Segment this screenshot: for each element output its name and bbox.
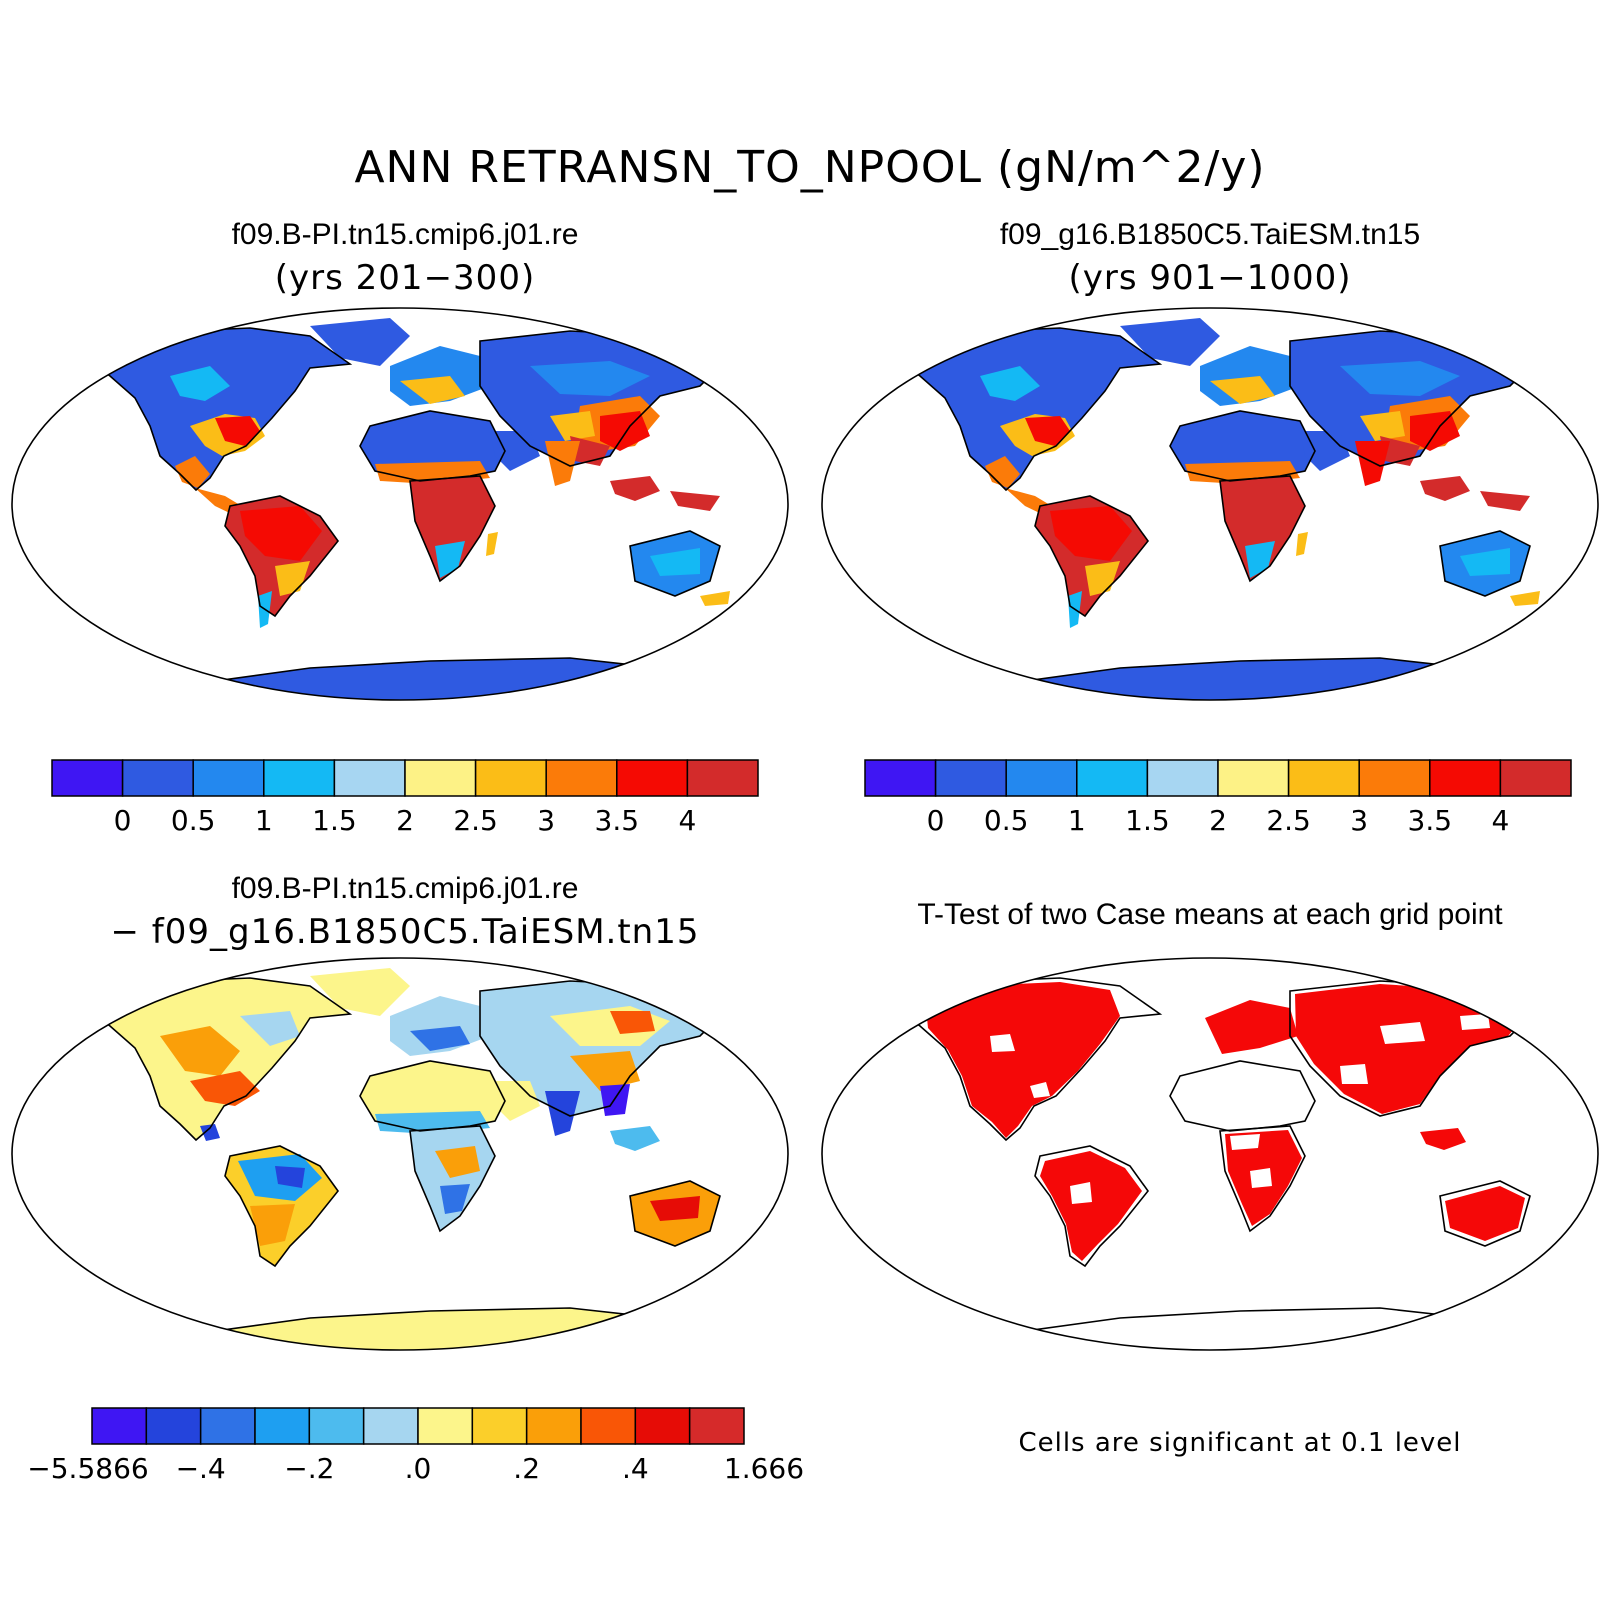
colorbar-difference-tick-label: .0: [405, 1452, 432, 1485]
colorbar-case1-swatch: [474, 759, 547, 797]
map-difference-land: [88, 968, 732, 1350]
panel1-title: f09.B-PI.tn15.cmip6.j01.re: [231, 218, 579, 251]
colorbar-case1-swatch: [545, 759, 618, 797]
colorbar-case1-tick-label: 2: [396, 804, 414, 837]
colorbar-difference-swatch: [688, 1407, 745, 1445]
map-ttest: [821, 957, 1599, 1351]
panel2-subtitle: (yrs 901−1000): [1068, 258, 1352, 298]
colorbar-difference-swatch: [362, 1407, 419, 1445]
map-case1-border: [11, 307, 789, 701]
colorbar-case1-swatch: [192, 759, 265, 797]
colorbar-case2-swatch: [1146, 759, 1219, 797]
colorbar-case2-tick-label: 3.5: [1408, 804, 1453, 837]
colorbar-case2-tick-label: 3: [1350, 804, 1368, 837]
colorbar-case1-tick-label: 0.5: [171, 804, 216, 837]
map-case2: [821, 307, 1599, 701]
colorbar-case2-swatch: [1287, 759, 1360, 797]
colorbar-case1-tick-label: 0: [114, 804, 132, 837]
colorbar-difference-swatch: [91, 1407, 148, 1445]
colorbar-case2-tick-label: 0.5: [984, 804, 1029, 837]
colorbar-case1-tick-label: 3: [537, 804, 555, 837]
colorbar-case1-tick-label: 3.5: [595, 804, 640, 837]
colorbar-difference-tick-label: .4: [622, 1452, 649, 1485]
map-case2-border: [821, 307, 1599, 701]
colorbar-difference-swatch: [634, 1407, 691, 1445]
panel3-subtitle: − f09_g16.B1850C5.TaiESM.tn15: [110, 912, 700, 952]
colorbar-case2-swatch: [1499, 759, 1572, 797]
colorbar-case2-tick-label: 1: [1068, 804, 1086, 837]
map-difference-border: [11, 957, 789, 1351]
map-case1: [11, 307, 789, 701]
map-case1-land: [88, 318, 732, 700]
map-ttest-land: [898, 977, 1542, 1341]
colorbar-difference-swatch: [145, 1407, 202, 1445]
colorbar-case1: 0 0.5 1 1.5 2 2.5 3 3.5 4: [51, 759, 759, 837]
colorbar-case2-swatch: [1217, 759, 1290, 797]
colorbar-case2-swatch: [1429, 759, 1502, 797]
colorbar-case1-tick-label: 1: [255, 804, 273, 837]
colorbar-difference-tick-label: .2: [513, 1452, 540, 1485]
colorbar-difference-tick-label: −.4: [176, 1452, 226, 1485]
colorbar-case2-tick-label: 2.5: [1266, 804, 1311, 837]
colorbar-difference-swatch: [525, 1407, 582, 1445]
colorbar-case2-tick-label: 2: [1209, 804, 1227, 837]
map-case2-land: [898, 318, 1542, 700]
map-ttest-border: [821, 957, 1599, 1351]
colorbar-case2-swatch: [1076, 759, 1149, 797]
colorbar-case1-swatch: [686, 759, 759, 797]
colorbar-case1-tick-label: 1.5: [312, 804, 357, 837]
colorbar-difference-swatch: [471, 1407, 528, 1445]
colorbar-difference-tick-label: −.2: [284, 1452, 334, 1485]
colorbar-difference: −5.5866 −.4 −.2 .0 .2 .4 1.666: [27, 1407, 804, 1485]
panel2-title: f09_g16.B1850C5.TaiESM.tn15: [999, 218, 1421, 251]
colorbar-case2-tick-label: 1.5: [1125, 804, 1170, 837]
colorbar-case2: 0 0.5 1 1.5 2 2.5 3 3.5 4: [864, 759, 1572, 837]
colorbar-case2-swatch: [864, 759, 937, 797]
colorbar-case1-tick-label: 4: [678, 804, 696, 837]
panel1-subtitle: (yrs 201−300): [274, 258, 536, 298]
colorbar-case1-swatch: [404, 759, 477, 797]
map-difference: [11, 957, 789, 1351]
colorbar-difference-swatch: [254, 1407, 311, 1445]
colorbar-case1-swatch: [616, 759, 689, 797]
colorbar-case2-swatch: [1005, 759, 1078, 797]
panel4-title: T-Test of two Case means at each grid po…: [917, 898, 1503, 931]
panel3-title: f09.B-PI.tn15.cmip6.j01.re: [231, 872, 579, 905]
colorbar-difference-swatch: [308, 1407, 365, 1445]
colorbar-case1-swatch: [121, 759, 194, 797]
colorbar-difference-swatch: [417, 1407, 474, 1445]
colorbar-case1-tick-label: 2.5: [453, 804, 498, 837]
ttest-note: Cells are significant at 0.1 level: [1018, 1428, 1462, 1458]
colorbar-case2-swatch: [1358, 759, 1431, 797]
figure-title: ANN RETRANSN_TO_NPOOL (gN/m^2/y): [354, 142, 1266, 193]
colorbar-difference-tick-label: 1.666: [724, 1452, 804, 1485]
colorbar-case1-swatch: [263, 759, 336, 797]
colorbar-case2-tick-label: 4: [1491, 804, 1509, 837]
colorbar-case2-swatch: [934, 759, 1007, 797]
colorbar-difference-swatch: [199, 1407, 256, 1445]
colorbar-case1-swatch: [333, 759, 406, 797]
colorbar-difference-tick-label: −5.5866: [27, 1452, 148, 1485]
colorbar-case2-tick-label: 0: [927, 804, 945, 837]
colorbar-difference-swatch: [580, 1407, 637, 1445]
colorbar-case1-swatch: [51, 759, 124, 797]
